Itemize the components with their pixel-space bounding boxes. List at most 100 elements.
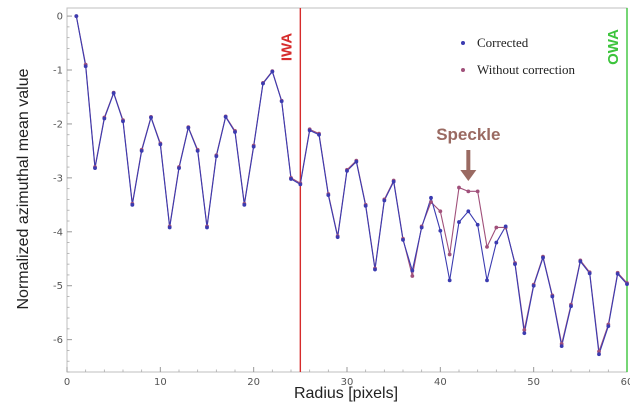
data-point-corrected	[363, 204, 368, 208]
data-point-corrected	[606, 324, 611, 329]
data-point-corrected	[429, 195, 433, 200]
legend-label-without-correction: Without correction	[477, 62, 576, 77]
data-point-corrected	[335, 235, 340, 240]
data-point-corrected	[139, 149, 144, 153]
data-point-corrected	[587, 271, 592, 276]
data-point-corrected	[401, 237, 405, 242]
data-point-corrected	[597, 352, 601, 357]
data-point-corrected	[615, 271, 620, 276]
y-tick-label: -2	[53, 119, 63, 130]
x-tick-label: 50	[527, 377, 540, 388]
data-point-corrected	[279, 99, 284, 104]
reference-lines: IWA OWA	[278, 8, 628, 372]
x-tick-label: 10	[154, 377, 167, 388]
data-point-corrected	[205, 225, 209, 230]
y-tick-label: 0	[57, 12, 63, 23]
y-tick-label: -5	[53, 281, 63, 292]
data-point-corrected	[541, 255, 545, 260]
data-point-corrected	[74, 14, 79, 18]
data-point-corrected	[438, 228, 443, 233]
y-tick-label: -6	[53, 335, 63, 346]
data-point-corrected	[233, 130, 237, 134]
data-point-corrected	[447, 278, 452, 283]
data-point-corrected	[102, 116, 107, 121]
data-point-corrected	[289, 177, 293, 181]
data-point-corrected	[177, 166, 181, 171]
data-point-corrected	[298, 182, 303, 187]
speckle-arrow-head	[460, 169, 477, 181]
data-point-without-correction	[410, 274, 415, 278]
data-point-corrected	[214, 154, 219, 159]
data-point-corrected	[578, 259, 583, 264]
data-point-without-correction	[438, 209, 443, 214]
annotations: Speckle	[436, 125, 500, 181]
data-point-corrected	[625, 282, 629, 287]
x-tick-label: 20	[247, 377, 260, 388]
data-point-corrected	[130, 202, 135, 207]
x-tick-label: 30	[341, 377, 354, 388]
vline-label-iwa: IWA	[278, 33, 295, 61]
y-axis-title: Normalized azimuthal mean value	[15, 68, 32, 309]
data-point-corrected	[550, 294, 555, 299]
data-point-corrected	[223, 115, 228, 119]
data-point-corrected	[475, 222, 480, 227]
data-point-corrected	[345, 168, 349, 173]
data-point-corrected	[457, 220, 461, 224]
data-point-without-correction	[475, 189, 480, 194]
legend-label-corrected: Corrected	[477, 35, 529, 50]
data-point-corrected	[121, 119, 125, 124]
data-point-corrected	[242, 202, 247, 207]
data-point-corrected	[251, 144, 256, 149]
data-point-corrected	[373, 267, 377, 272]
data-point-corrected	[93, 166, 97, 171]
data-point-corrected	[569, 304, 573, 309]
data-point-corrected	[270, 69, 275, 74]
data-point-corrected	[382, 198, 387, 203]
data-point-corrected	[354, 159, 359, 164]
vline-label-owa: OWA	[605, 29, 622, 65]
data-point-without-correction	[522, 328, 527, 332]
data-point-corrected	[158, 142, 163, 147]
data-point-corrected	[186, 125, 191, 130]
data-point-corrected	[149, 115, 153, 120]
data-point-corrected	[326, 193, 331, 198]
speckle-annotation-label: Speckle	[436, 125, 500, 144]
y-tick-label: -1	[53, 66, 63, 77]
data-point-corrected	[522, 331, 527, 336]
data-point-corrected	[466, 209, 471, 214]
legend-marker-without-correction	[461, 68, 465, 72]
data-point-corrected	[167, 225, 172, 230]
y-tick-label: -4	[53, 227, 63, 238]
data-point-corrected	[195, 149, 200, 153]
data-point-without-correction	[597, 349, 601, 354]
legend: Corrected Without correction	[461, 35, 576, 77]
series-group	[74, 14, 629, 357]
data-point-without-correction	[466, 189, 471, 194]
data-point-corrected	[485, 278, 489, 283]
legend-marker-corrected	[461, 41, 465, 45]
data-point-without-correction	[447, 252, 452, 257]
data-point-corrected	[317, 132, 321, 137]
data-point-without-correction	[494, 225, 499, 230]
x-tick-label: 0	[64, 377, 70, 388]
data-point-corrected	[391, 179, 396, 184]
x-tick-label: 60	[621, 377, 630, 388]
x-axis-title: Radius [pixels]	[294, 385, 398, 402]
series-line-corrected	[75, 15, 628, 355]
data-point-corrected	[261, 81, 265, 86]
axis-ticks: 0 10 20 30 40 50 60 0 -1 -2 -3 -4 -5 -6	[53, 12, 630, 388]
data-point-corrected	[307, 128, 312, 133]
y-tick-label: -3	[53, 173, 63, 184]
data-point-corrected	[111, 91, 116, 96]
data-point-corrected	[494, 240, 499, 245]
x-tick-label: 40	[434, 377, 447, 388]
data-point-corrected	[410, 268, 415, 273]
data-point-corrected	[531, 283, 536, 288]
data-point-without-correction	[429, 200, 433, 205]
data-point-corrected	[419, 225, 424, 230]
data-point-without-correction	[457, 185, 461, 190]
data-point-without-correction	[485, 244, 489, 249]
data-point-corrected	[559, 344, 564, 349]
data-point-corrected	[503, 224, 508, 229]
